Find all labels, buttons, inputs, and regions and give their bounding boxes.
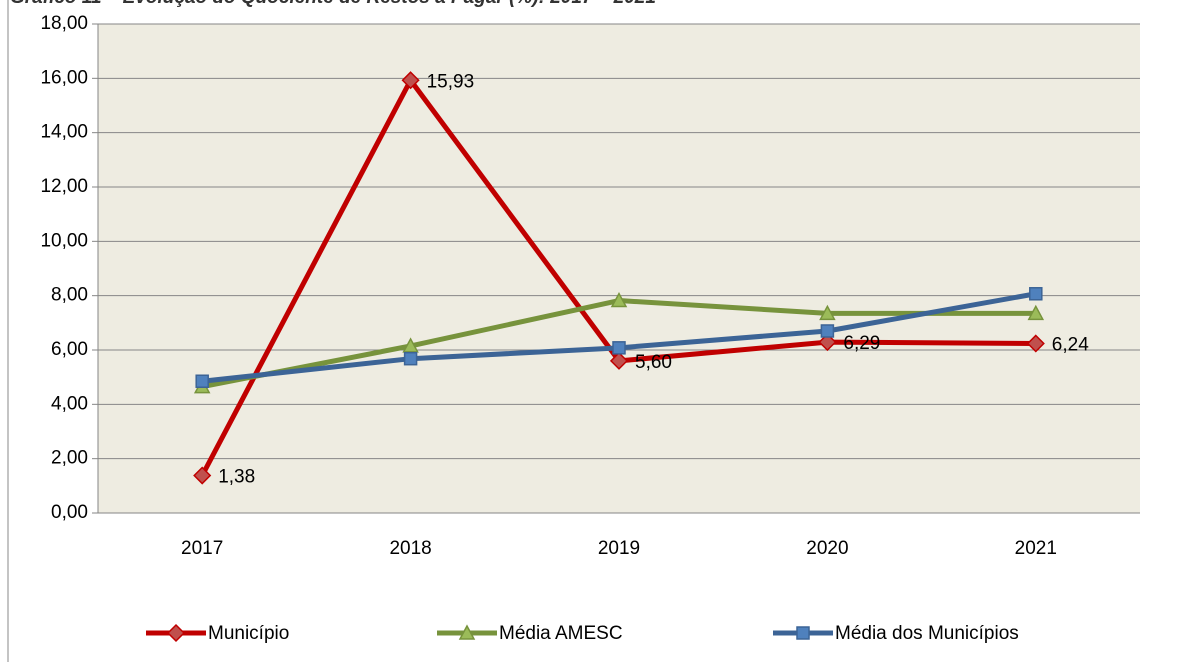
x-tick-label: 2017 (181, 538, 223, 559)
data-label: 15,93 (427, 71, 475, 92)
legend-label: Município (208, 623, 289, 644)
data-point (195, 374, 209, 388)
chart-title: Gráfico 11 – Evolução do Quociente de Re… (10, 0, 656, 8)
x-tick-label: 2018 (389, 538, 431, 559)
y-tick-label: 0,00 (51, 502, 88, 523)
legend-label: Média AMESC (499, 623, 623, 644)
data-label: 1,38 (218, 467, 255, 488)
data-point (193, 466, 212, 485)
y-tick-label: 8,00 (51, 285, 88, 306)
data-point (818, 333, 837, 352)
x-tick-label: 2019 (598, 538, 640, 559)
legend-marker (796, 626, 810, 640)
y-tick-label: 4,00 (51, 393, 88, 414)
data-label: 5,60 (635, 352, 672, 373)
data-point (610, 291, 628, 308)
y-tick-label: 18,00 (40, 13, 88, 34)
data-point (609, 351, 629, 370)
plot-area (98, 24, 1140, 513)
data-label: 6,29 (843, 333, 880, 354)
data-point (612, 341, 626, 355)
data-point (1027, 304, 1045, 321)
y-tick-label: 10,00 (40, 230, 88, 251)
data-point (819, 304, 836, 321)
data-point (1026, 334, 1045, 353)
data-point (402, 337, 419, 353)
y-tick-label: 16,00 (40, 67, 88, 88)
legend-marker (166, 623, 186, 643)
data-point (820, 324, 835, 338)
data-point (1029, 287, 1043, 301)
legend-label: Média dos Municípios (835, 623, 1019, 644)
y-tick-label: 2,00 (51, 448, 88, 469)
data-label: 6,24 (1052, 334, 1089, 355)
y-tick-label: 14,00 (40, 122, 88, 143)
data-point (401, 71, 420, 90)
x-tick-label: 2021 (1015, 538, 1057, 559)
data-point (403, 351, 418, 366)
x-tick-label: 2020 (806, 538, 848, 559)
legend-marker (458, 624, 476, 640)
y-tick-label: 6,00 (51, 339, 88, 360)
y-tick-label: 12,00 (40, 176, 88, 197)
